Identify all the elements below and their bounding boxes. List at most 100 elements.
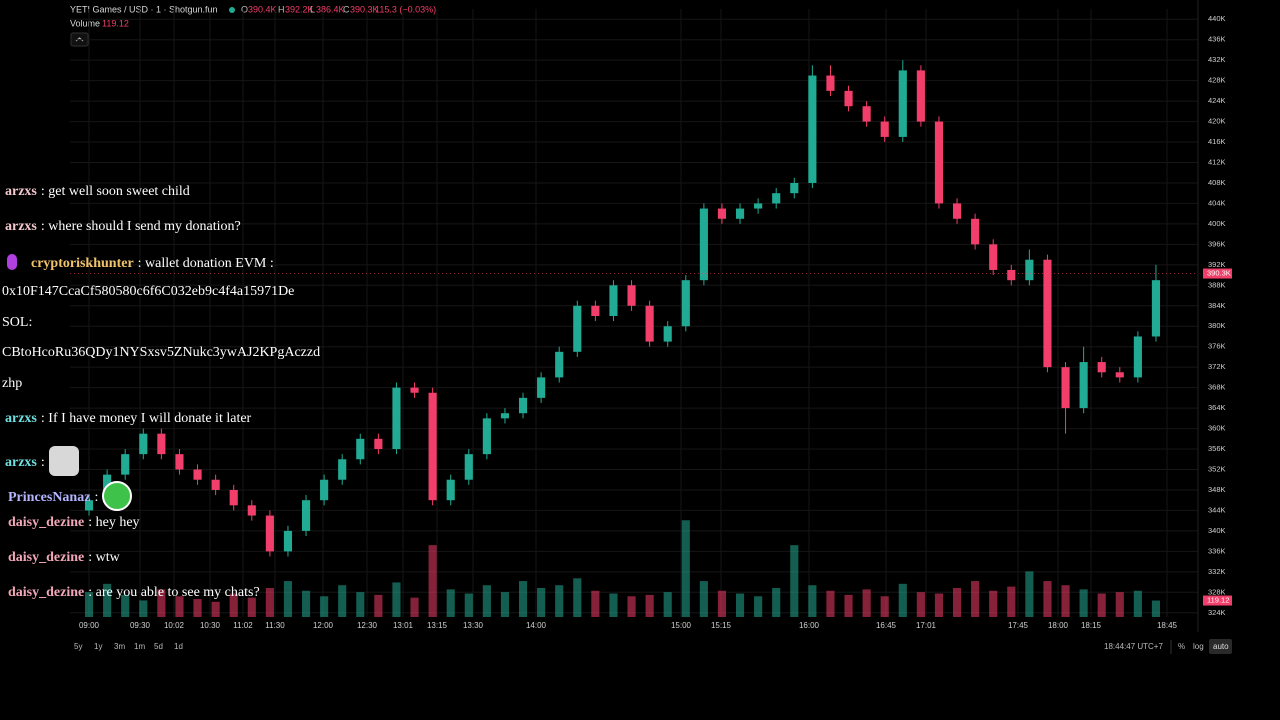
x-tick-label: 18:15 <box>1081 621 1102 630</box>
o-value: 390.4K <box>248 4 277 14</box>
y-tick-label: 340K <box>1208 526 1226 535</box>
x-tick-label: 13:01 <box>393 621 414 630</box>
volume-bar <box>1151 600 1161 617</box>
candle-body <box>410 387 419 393</box>
x-tick-label: 10:30 <box>200 621 221 630</box>
candle-body <box>1061 367 1070 409</box>
volume-bar <box>537 587 546 617</box>
x-tick-label: 11:02 <box>233 621 253 630</box>
candle-body <box>1007 269 1016 281</box>
volume-bar <box>1115 592 1124 617</box>
y-tick-label: 384K <box>1208 301 1226 310</box>
x-tick-label: 17:45 <box>1008 621 1029 630</box>
candle-body <box>338 459 347 480</box>
y-tick-label: 392K <box>1208 260 1226 269</box>
volume-bar <box>1043 581 1052 617</box>
volume-bar <box>1133 590 1142 617</box>
y-tick-label: 380K <box>1208 321 1226 330</box>
range-button[interactable]: 5d <box>154 642 163 651</box>
volume-bar <box>464 593 473 617</box>
y-tick-label: 432K <box>1208 55 1226 64</box>
volume-bar <box>663 592 672 617</box>
candle-body <box>1025 259 1034 281</box>
volume-bar <box>555 585 564 617</box>
auto-toggle[interactable]: auto <box>1213 642 1229 651</box>
volume-bar <box>247 597 256 617</box>
range-button[interactable]: 1d <box>174 642 183 651</box>
candle-body <box>283 530 293 552</box>
range-button[interactable]: 3m <box>114 642 125 651</box>
y-tick-label: 348K <box>1208 485 1226 494</box>
x-tick-label: 10:02 <box>164 621 185 630</box>
volume-value: 119.12 <box>102 18 129 28</box>
y-tick-label: 412K <box>1208 157 1226 166</box>
volume-bar <box>320 596 329 617</box>
x-tick-label: 16:00 <box>799 621 820 630</box>
status-dot <box>229 7 235 13</box>
c-label: C <box>343 4 350 14</box>
candle-body <box>862 106 871 122</box>
last-volume-tag <box>1203 595 1232 606</box>
candle-body <box>1097 362 1106 373</box>
header: YETI Games / USD · 1 · Shotgun.fun O 390… <box>70 4 436 47</box>
range-button[interactable]: 1y <box>94 642 102 651</box>
x-tick-label: 11:30 <box>265 621 285 630</box>
y-tick-label: 332K <box>1208 567 1226 576</box>
y-tick-label: 440K <box>1208 14 1226 23</box>
candle-body <box>482 418 491 455</box>
volume-bar <box>121 594 130 617</box>
volume-bar <box>338 585 347 617</box>
volume-bar <box>735 593 745 617</box>
candle-body <box>193 469 202 480</box>
log-toggle[interactable]: log <box>1193 642 1204 651</box>
candle-body <box>537 377 546 398</box>
x-tick-label: 16:45 <box>876 621 897 630</box>
range-button[interactable]: 5y <box>74 642 82 651</box>
candle-body <box>1133 336 1142 378</box>
volume-bar <box>283 581 293 617</box>
x-tick-label: 15:15 <box>711 621 732 630</box>
x-tick-label: 15:00 <box>671 621 692 630</box>
y-tick-label: 376K <box>1208 342 1226 351</box>
y-tick-label: 360K <box>1208 424 1226 433</box>
percent-toggle[interactable]: % <box>1178 642 1185 651</box>
h-value: 392.2K <box>285 4 314 14</box>
candle-body <box>1151 280 1161 337</box>
candle-body <box>1079 362 1088 409</box>
x-tick-label: 17:01 <box>916 621 937 630</box>
volume-bar <box>1079 589 1088 617</box>
volume-bar <box>446 589 455 617</box>
candle-body <box>573 305 582 352</box>
y-tick-label: 364K <box>1208 403 1226 412</box>
x-tick-label: 13:30 <box>463 621 484 630</box>
x-tick-label: 12:30 <box>357 621 378 630</box>
y-tick-label: 400K <box>1208 219 1226 228</box>
clock: 18:44:47 UTC+7 <box>1104 642 1163 651</box>
candle-body <box>320 479 329 501</box>
volume-bar <box>211 601 220 617</box>
x-tick-label: 09:00 <box>79 621 100 630</box>
volume-bar <box>880 596 889 617</box>
volume-bar <box>518 581 528 617</box>
y-tick-label: 416K <box>1208 137 1226 146</box>
volume-bar <box>482 585 491 617</box>
x-tick-label: 14:00 <box>526 621 547 630</box>
y-tick-label: 408K <box>1208 178 1226 187</box>
y-tick-label: 404K <box>1208 198 1226 207</box>
volume-bar <box>1061 585 1070 617</box>
candle-body <box>555 351 564 378</box>
y-tick-label: 424K <box>1208 96 1226 105</box>
o-label: O <box>241 4 248 14</box>
volume-bar <box>500 592 510 617</box>
last-volume-label: 119.12 <box>1207 596 1229 605</box>
last-price-label: 390.3K <box>1207 269 1231 278</box>
y-tick-label: 436K <box>1208 35 1226 44</box>
range-button[interactable]: 1m <box>134 642 145 651</box>
y-tick-label: 324K <box>1208 608 1226 617</box>
y-tick-label: 356K <box>1208 444 1226 453</box>
x-tick-label: 18:45 <box>1157 621 1178 630</box>
candle-body <box>971 218 980 245</box>
candle-body <box>717 208 727 219</box>
volume-bar <box>103 583 112 617</box>
volume-bar <box>193 599 202 617</box>
